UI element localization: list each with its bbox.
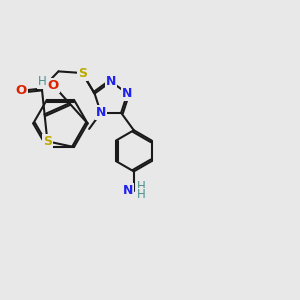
Text: H: H — [137, 180, 146, 193]
Text: O: O — [16, 84, 27, 97]
Text: S: S — [78, 67, 87, 80]
Text: O: O — [48, 79, 59, 92]
Text: N: N — [96, 106, 106, 119]
Text: H: H — [38, 75, 47, 88]
Text: N: N — [122, 87, 133, 100]
Text: H: H — [137, 188, 146, 201]
Text: N: N — [123, 184, 133, 197]
Text: N: N — [106, 75, 116, 88]
Text: S: S — [43, 135, 52, 148]
